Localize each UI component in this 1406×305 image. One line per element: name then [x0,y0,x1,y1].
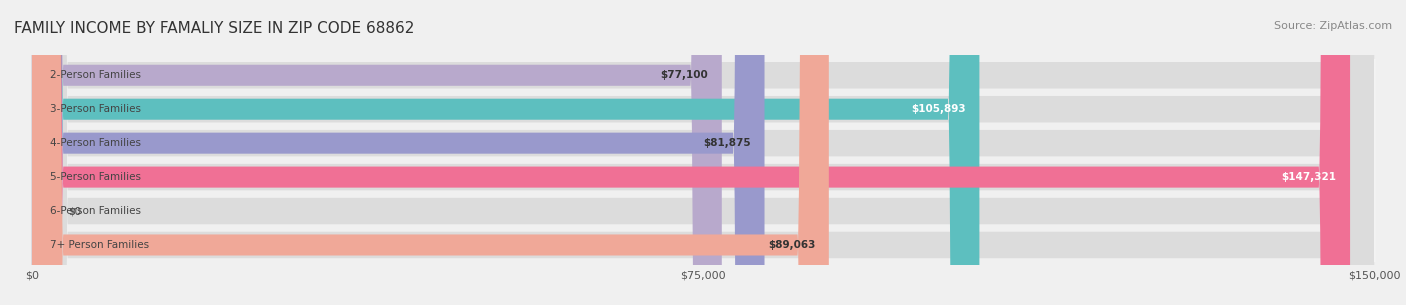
FancyBboxPatch shape [32,0,1374,305]
Text: $147,321: $147,321 [1282,172,1337,182]
Text: 3-Person Families: 3-Person Families [49,104,141,114]
Text: Source: ZipAtlas.com: Source: ZipAtlas.com [1274,21,1392,31]
Text: $0: $0 [67,206,82,216]
Text: FAMILY INCOME BY FAMALIY SIZE IN ZIP CODE 68862: FAMILY INCOME BY FAMALIY SIZE IN ZIP COD… [14,21,415,36]
FancyBboxPatch shape [32,0,721,305]
FancyBboxPatch shape [32,0,828,305]
FancyBboxPatch shape [32,0,1374,305]
FancyBboxPatch shape [32,0,765,305]
FancyBboxPatch shape [32,0,1374,305]
FancyBboxPatch shape [32,0,1374,305]
Text: $89,063: $89,063 [768,240,815,250]
Text: 4-Person Families: 4-Person Families [49,138,141,148]
Text: 6-Person Families: 6-Person Families [49,206,141,216]
FancyBboxPatch shape [32,0,980,305]
FancyBboxPatch shape [32,0,1374,305]
FancyBboxPatch shape [32,0,1374,305]
Text: $105,893: $105,893 [911,104,966,114]
Text: $81,875: $81,875 [703,138,751,148]
Text: 2-Person Families: 2-Person Families [49,70,141,80]
Text: 7+ Person Families: 7+ Person Families [49,240,149,250]
Text: 5-Person Families: 5-Person Families [49,172,141,182]
FancyBboxPatch shape [32,0,1350,305]
Text: $77,100: $77,100 [661,70,709,80]
